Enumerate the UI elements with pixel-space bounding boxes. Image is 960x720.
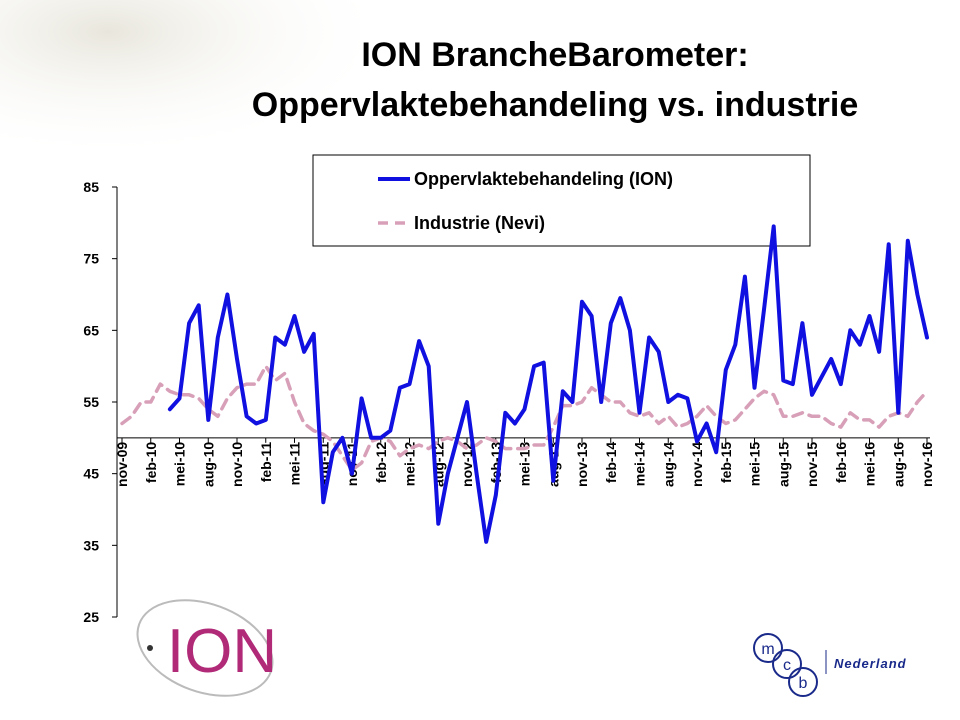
x-tick-label: feb-15 [718, 442, 734, 483]
x-tick-label: feb-11 [258, 442, 274, 483]
x-tick-label: mei-15 [747, 442, 763, 487]
data-line [167, 224, 929, 544]
x-tick-label: mei-13 [517, 442, 533, 487]
y-tick-label: 55 [83, 394, 99, 410]
background-image [0, 0, 360, 160]
x-tick-label: nov-14 [689, 442, 705, 487]
x-tick-label: aug-10 [200, 442, 216, 487]
chart-title: Oppervlaktebehandeling vs. industrie [252, 86, 859, 124]
ion-logo: ION [136, 599, 277, 697]
y-tick-label: 35 [83, 537, 99, 553]
mcb-letter: b [799, 675, 808, 692]
x-tick-label: nov-10 [229, 442, 245, 487]
x-tick-label: mei-14 [632, 442, 648, 487]
x-tick-label: nov-15 [804, 442, 820, 487]
x-tick-label: feb-10 [143, 442, 159, 483]
x-tick-label: mei-16 [862, 442, 878, 487]
x-tick-label: nov-13 [574, 442, 590, 487]
legend-label: Oppervlaktebehandeling (ION) [414, 169, 673, 189]
x-tick-label: feb-16 [833, 442, 849, 483]
mcb-letter: m [761, 641, 774, 658]
x-tick-label: nov-12 [459, 442, 475, 487]
y-tick-label: 25 [83, 609, 99, 625]
legend-label: Industrie (Nevi) [414, 213, 545, 233]
x-tick-label: aug-15 [775, 442, 791, 487]
x-tick-label: aug-16 [890, 442, 906, 487]
y-tick-label: 85 [83, 179, 99, 195]
chart-title: ION BrancheBarometer: [361, 36, 748, 74]
x-tick-label: aug-14 [660, 442, 676, 487]
x-tick-label: nov-16 [919, 442, 935, 487]
x-tick-label: feb-12 [373, 442, 389, 483]
ion-logo-text: ION [167, 617, 277, 686]
y-tick-label: 75 [83, 251, 99, 267]
mcb-letter: c [783, 657, 791, 674]
data-line [120, 364, 929, 472]
legend-box [312, 154, 811, 247]
x-tick-label: mei-11 [287, 442, 303, 486]
mcb-country: Nederland [834, 656, 907, 671]
y-tick-label: 45 [83, 466, 99, 482]
mcb-logo: m c b Nederland [753, 633, 907, 697]
x-tick-label: mei-10 [172, 442, 188, 487]
x-tick-label: feb-14 [603, 442, 619, 483]
x-tick-label: nov-09 [114, 442, 130, 487]
y-tick-label: 65 [83, 322, 99, 338]
plot-area: 25 35 45 55 65 75 85 nov-09 feb-10 mei-10 aug-10 no… [83, 179, 935, 625]
